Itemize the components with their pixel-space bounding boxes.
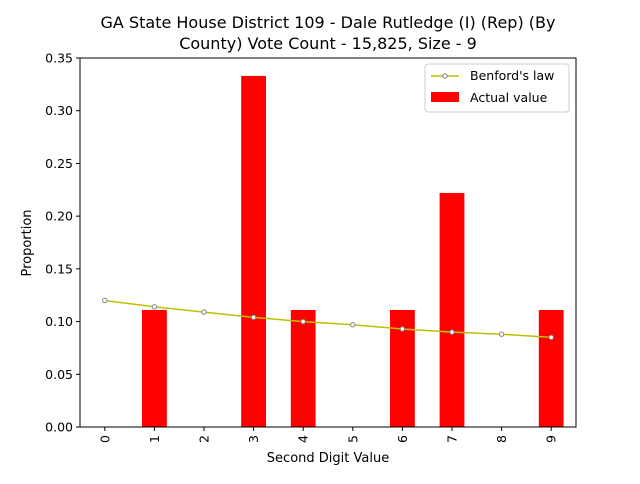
bar-digit-1 (142, 309, 167, 427)
benford-point-6 (399, 326, 406, 332)
x-tick-label: 0 (97, 435, 112, 443)
x-axis: 0 1 2 3 4 5 6 7 8 9 (97, 427, 559, 443)
benford-point-3 (250, 314, 257, 321)
x-tick-label: 1 (147, 435, 162, 443)
legend-label-actual: Actual value (470, 90, 548, 105)
y-tick-label: 0.00 (45, 420, 73, 435)
y-tick-label: 0.20 (45, 209, 73, 224)
x-tick-label: 5 (345, 435, 360, 443)
legend-bar-swatch (431, 92, 459, 102)
x-tick-label: 2 (197, 435, 212, 443)
y-tick-label: 0.05 (45, 367, 73, 382)
legend-box (424, 63, 570, 113)
y-tick-label: 0.25 (45, 156, 73, 171)
bar-series (142, 75, 564, 428)
y-tick-label: 0.15 (45, 261, 73, 276)
benford-point-5 (350, 322, 356, 328)
x-axis-label: Second Digit Value (267, 451, 389, 466)
legend: Benford's law Actual value (424, 63, 570, 113)
chart-title-line-1: GA State House District 109 - Dale Rutle… (101, 13, 556, 32)
benford-point-1 (151, 304, 158, 310)
bar-digit-4 (290, 309, 316, 427)
x-tick-label: 6 (395, 435, 410, 443)
x-tick-label: 4 (296, 435, 311, 443)
benford-point-2 (201, 309, 207, 315)
legend-label-benford: Benford's law (470, 68, 554, 83)
y-tick-label: 0.10 (45, 314, 73, 329)
benford-line (104, 299, 552, 339)
y-axis-label: Proportion (20, 209, 35, 276)
x-tick-label: 9 (544, 435, 559, 443)
benford-point-7 (449, 329, 455, 335)
benford-point-9 (548, 334, 554, 341)
x-tick-label: 7 (445, 435, 460, 443)
bar-digit-9 (538, 309, 564, 427)
benford-point-4 (300, 318, 306, 325)
y-tick-label: 0.30 (45, 103, 73, 118)
benford-point-0 (102, 297, 108, 304)
x-tick-label: 8 (494, 435, 509, 443)
y-axis: 0.00 0.05 0.10 0.15 0.20 0.25 0.30 0.35 (45, 51, 80, 435)
chart-title-line-2: County) Vote Count - 15,825, Size - 9 (179, 34, 477, 53)
x-tick-label: 3 (246, 435, 261, 443)
benford-line-series (102, 297, 554, 341)
bar-digit-3 (241, 75, 266, 428)
y-tick-label: 0.35 (45, 51, 73, 66)
legend-marker-swatch (442, 73, 448, 79)
bar-digit-7 (439, 192, 465, 427)
plot-frame (79, 57, 577, 428)
benford-point-8 (498, 331, 505, 337)
